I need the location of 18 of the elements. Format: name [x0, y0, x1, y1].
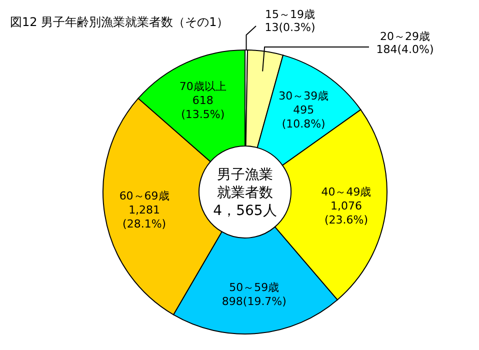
- text: 4，565人: [213, 203, 277, 219]
- data-label: 13(0.3%): [264, 21, 316, 34]
- data-label: 184(4.0%): [376, 43, 434, 56]
- text: 男子漁業: [217, 167, 273, 183]
- data-label: 1,281 (28.1%): [122, 203, 166, 230]
- data-label: 898(19.7%): [222, 295, 286, 308]
- slice-label: 70歳以上: [179, 80, 226, 94]
- slice-label: 15～19歳: [265, 8, 315, 21]
- slice-label: 20～29歳: [380, 30, 430, 43]
- data-label: 495 (10.8%): [282, 104, 326, 130]
- slice-label: 30～39歳: [278, 90, 329, 102]
- slice-label: 40～49歳: [321, 185, 372, 198]
- text: 図12 男子年齢別漁業就業者数（その1）: [10, 15, 229, 29]
- data-label: 618 (13.5%): [181, 94, 225, 122]
- data-label: 1,076 (23.6%): [324, 199, 368, 226]
- slice-label: 50～59歳: [229, 281, 280, 294]
- slice-label: 60～69歳: [119, 189, 170, 202]
- text: 就業者数: [217, 185, 273, 201]
